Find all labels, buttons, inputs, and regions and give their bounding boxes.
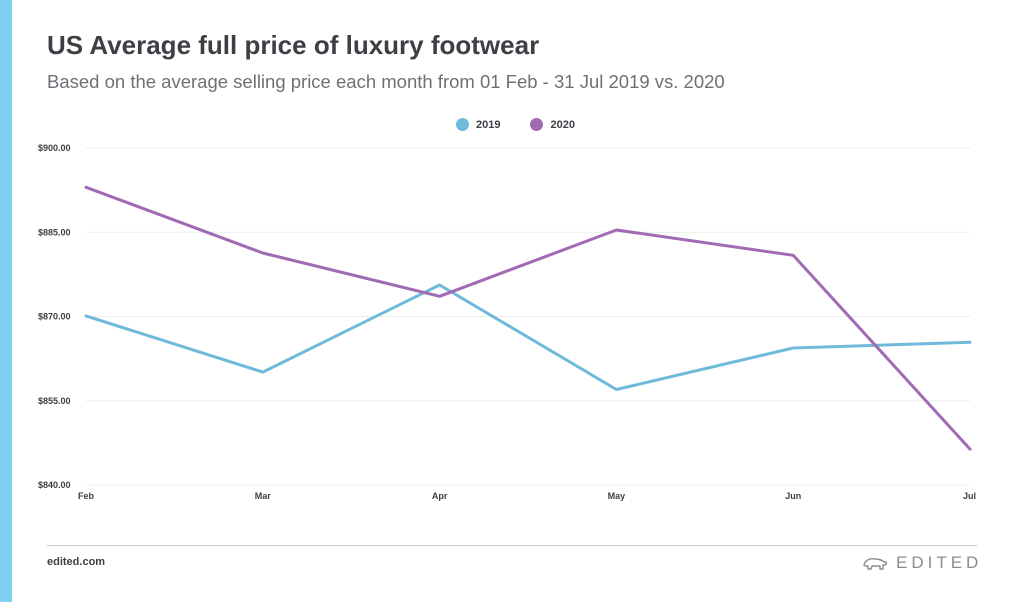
x-tick-label: Apr <box>432 491 448 501</box>
y-tick-label: $900.00 <box>38 143 71 153</box>
x-tick-label: Feb <box>78 491 95 501</box>
legend-label-2020: 2020 <box>550 118 575 131</box>
source-label: edited.com <box>47 556 106 568</box>
legend: 2019 2020 <box>456 118 605 131</box>
legend-item-2019[interactable]: 2019 <box>456 118 500 131</box>
chart-subtitle: Based on the average selling price each … <box>47 71 725 92</box>
legend-label-2019: 2019 <box>476 118 501 131</box>
x-tick-label: Jun <box>785 491 801 501</box>
x-tick-label: Mar <box>255 491 272 501</box>
legend-swatch-2019 <box>456 118 469 131</box>
legend-item-2020[interactable]: 2020 <box>530 118 575 131</box>
series-line-2020 <box>84 185 972 451</box>
x-tick-label: May <box>608 491 626 501</box>
brand-logo: EDITED <box>862 553 982 573</box>
accent-bar <box>0 0 12 602</box>
chart-title: US Average full price of luxury footwear <box>47 30 540 60</box>
y-tick-label: $885.00 <box>38 227 71 237</box>
legend-swatch-2020 <box>530 118 544 131</box>
polar-bear-logo-icon <box>863 558 888 570</box>
x-tick-label: Jul <box>963 491 976 501</box>
series-line-2019 <box>84 283 972 391</box>
brand-name: EDITED <box>896 553 983 572</box>
y-tick-label: $840.00 <box>38 480 71 490</box>
footer-divider <box>47 545 977 546</box>
y-tick-label: $855.00 <box>38 396 71 406</box>
line-chart: $840.00 $855.00 $870.00 $885.00 $900.00 Feb Ma… <box>38 143 976 501</box>
y-tick-label: $870.00 <box>38 312 71 322</box>
